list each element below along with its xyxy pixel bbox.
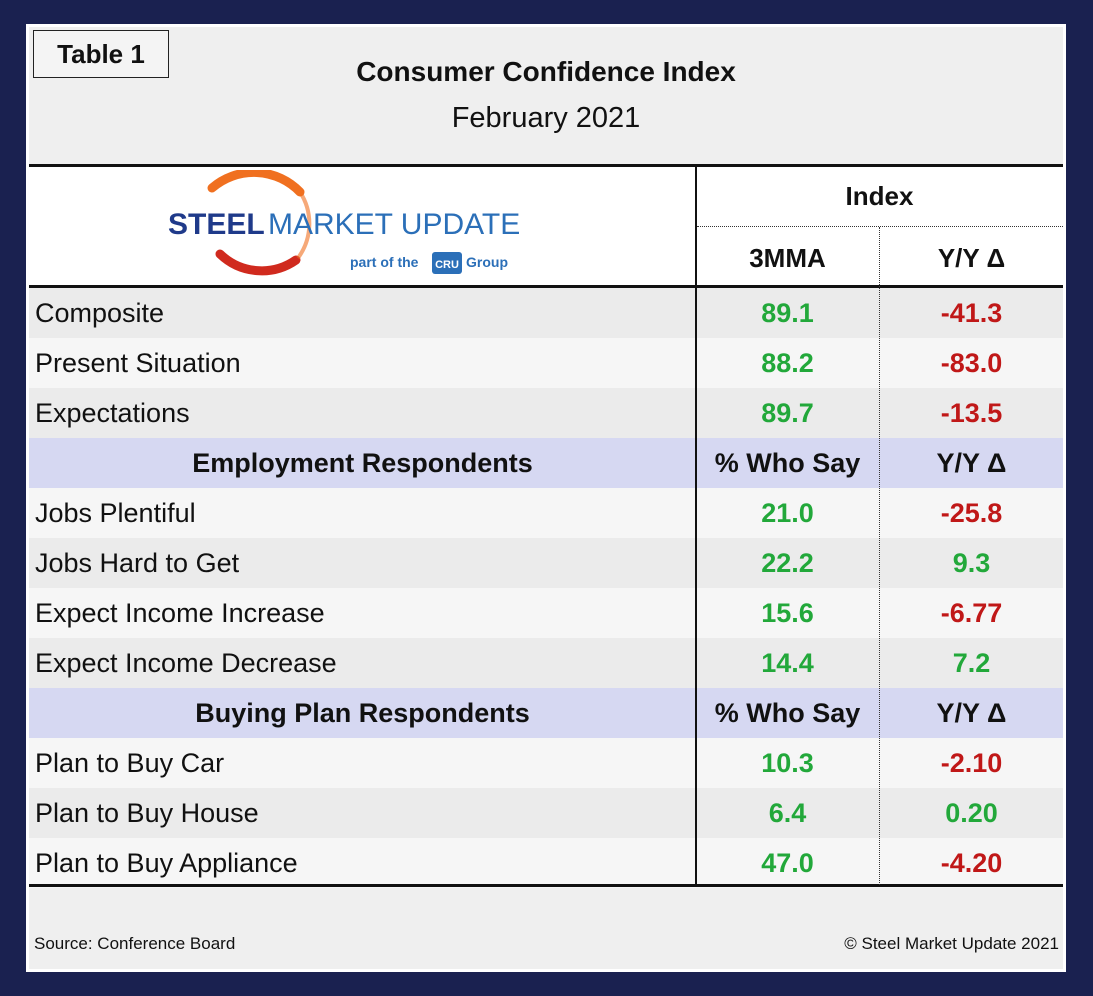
- value-yoy-change: 0.20: [945, 798, 998, 828]
- value-yoy-change: -6.77: [940, 598, 1003, 628]
- table-row: Expect Income Decrease 14.4 7.2: [29, 638, 1063, 688]
- cru-badge-icon: [432, 252, 462, 274]
- steel-market-update-logo: STEEL MARKET UPDATE part of the CRU Grou…: [168, 170, 520, 276]
- value-yoy-change: 7.2: [952, 648, 991, 678]
- row-label: Expect Income Decrease: [35, 648, 337, 678]
- section-col2-label: Y/Y Δ: [936, 448, 1007, 478]
- value-yoy-change: -4.20: [940, 848, 1003, 878]
- section-label: Buying Plan Respondents: [195, 698, 530, 728]
- section-label: Employment Respondents: [192, 448, 533, 478]
- label-column-divider: [695, 167, 697, 886]
- table-row: Jobs Plentiful 21.0 -25.8: [29, 488, 1063, 538]
- index-header-divider: [697, 226, 1063, 227]
- table-row: Jobs Hard to Get 22.2 9.3: [29, 538, 1063, 588]
- value-yoy-change: 9.3: [952, 548, 991, 578]
- value-3mma: 15.6: [761, 598, 814, 628]
- table-title: Consumer Confidence Index: [356, 56, 736, 87]
- value-3mma: 14.4: [761, 648, 814, 678]
- section-header-row: Buying Plan Respondents % Who Say Y/Y Δ: [29, 688, 1063, 738]
- value-3mma: 22.2: [761, 548, 814, 578]
- row-label: Expect Income Increase: [35, 598, 325, 628]
- value-3mma: 21.0: [761, 498, 814, 528]
- value-column-divider: [879, 227, 880, 885]
- value-3mma: 10.3: [761, 748, 814, 778]
- table-row: Expect Income Increase 15.6 -6.77: [29, 588, 1063, 638]
- section-col2-label: Y/Y Δ: [936, 698, 1007, 728]
- value-yoy-change: -41.3: [940, 298, 1003, 328]
- value-3mma: 89.1: [761, 298, 814, 328]
- col-yoy-header: Y/Y Δ: [937, 243, 1006, 273]
- table-number-label: Table 1: [33, 30, 169, 78]
- copyright-note: © Steel Market Update 2021: [844, 934, 1059, 953]
- header-bottom-rule: [29, 285, 1063, 288]
- table-row: Plan to Buy House 6.4 0.20: [29, 788, 1063, 838]
- value-yoy-change: -83.0: [940, 348, 1003, 378]
- value-yoy-change: -2.10: [940, 748, 1003, 778]
- row-label: Jobs Plentiful: [35, 498, 196, 528]
- logo-market-update-text: MARKET UPDATE: [268, 208, 520, 241]
- table-row: Composite 89.1 -41.3: [29, 288, 1063, 338]
- logo-tagline-post: Group: [466, 254, 508, 270]
- table-row: Expectations 89.7 -13.5: [29, 388, 1063, 438]
- table-subtitle: February 2021: [451, 102, 641, 134]
- value-3mma: 89.7: [761, 398, 814, 428]
- logo-steel-text: STEEL: [168, 208, 265, 241]
- table-bottom-rule: [29, 884, 1063, 887]
- value-yoy-change: -25.8: [940, 498, 1003, 528]
- logo-tagline-pre: part of the: [350, 254, 419, 270]
- section-header-row: Employment Respondents % Who Say Y/Y Δ: [29, 438, 1063, 488]
- source-note: Source: Conference Board: [34, 934, 236, 953]
- row-label: Jobs Hard to Get: [35, 548, 240, 578]
- table-row: Plan to Buy Appliance 47.0 -4.20: [29, 838, 1063, 888]
- row-label: Plan to Buy Appliance: [35, 848, 298, 878]
- row-label: Expectations: [35, 398, 190, 428]
- row-label: Present Situation: [35, 348, 241, 378]
- value-yoy-change: -13.5: [940, 398, 1003, 428]
- table-row: Present Situation 88.2 -83.0: [29, 338, 1063, 388]
- value-3mma: 47.0: [761, 848, 814, 878]
- value-3mma: 6.4: [768, 798, 807, 828]
- logo-cru-badge-text: CRU: [435, 259, 459, 271]
- section-col1-label: % Who Say: [714, 698, 861, 728]
- value-3mma: 88.2: [761, 348, 814, 378]
- col-3mma-header: 3MMA: [749, 243, 826, 273]
- header-top-rule: [29, 164, 1063, 167]
- index-group-header: Index: [845, 181, 914, 211]
- row-label: Composite: [35, 298, 165, 328]
- table-row: Plan to Buy Car 10.3 -2.10: [29, 738, 1063, 788]
- section-col1-label: % Who Say: [714, 448, 861, 478]
- row-label: Plan to Buy House: [35, 798, 259, 828]
- row-label: Plan to Buy Car: [35, 748, 225, 778]
